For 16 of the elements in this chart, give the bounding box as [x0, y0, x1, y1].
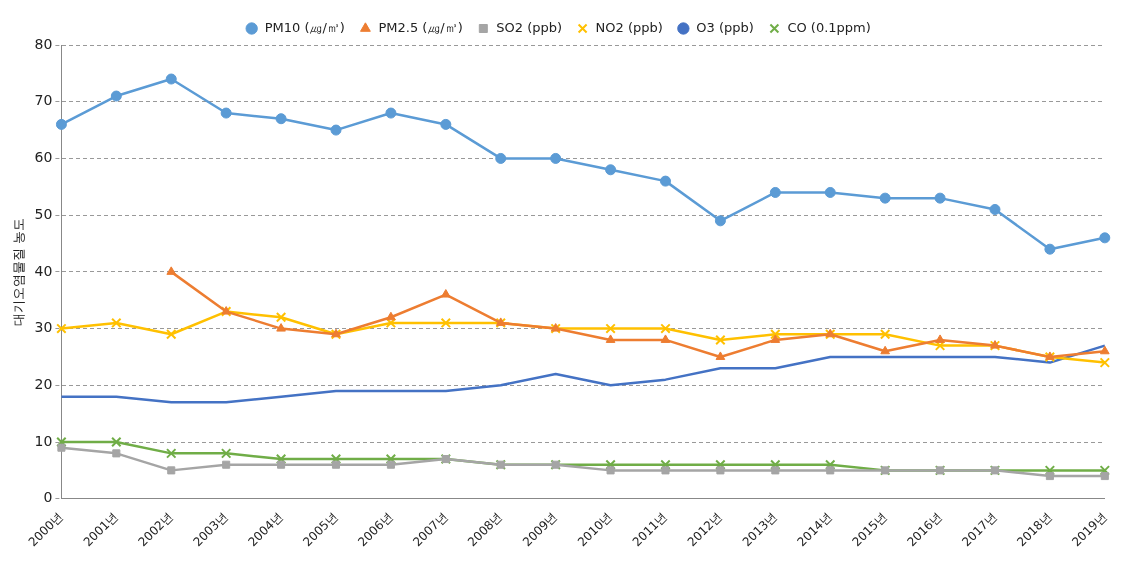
- y-axis-title: 대기오염물질 농도: [11, 217, 27, 326]
- legend-label: PM10 (㎍/㎥): [264, 19, 345, 35]
- legend-label: O3 (ppb): [696, 19, 754, 35]
- y-tick-label: 80: [34, 35, 53, 52]
- legend-label: CO (0.1ppm): [787, 19, 871, 35]
- legend-label: SO2 (ppb): [496, 19, 563, 35]
- y-tick-label: 10: [34, 432, 53, 449]
- y-tick-label: 0: [43, 489, 53, 506]
- legend-label: NO2 (ppb): [595, 19, 663, 35]
- y-tick-label: 40: [34, 262, 53, 279]
- y-tick-label: 70: [34, 92, 53, 109]
- y-tick-label: 30: [34, 319, 53, 336]
- y-tick-label: 20: [34, 375, 53, 392]
- y-tick-label: 60: [34, 149, 53, 166]
- y-tick-label: 50: [34, 205, 53, 222]
- legend-label: PM2.5 (㎍/㎥): [378, 19, 463, 35]
